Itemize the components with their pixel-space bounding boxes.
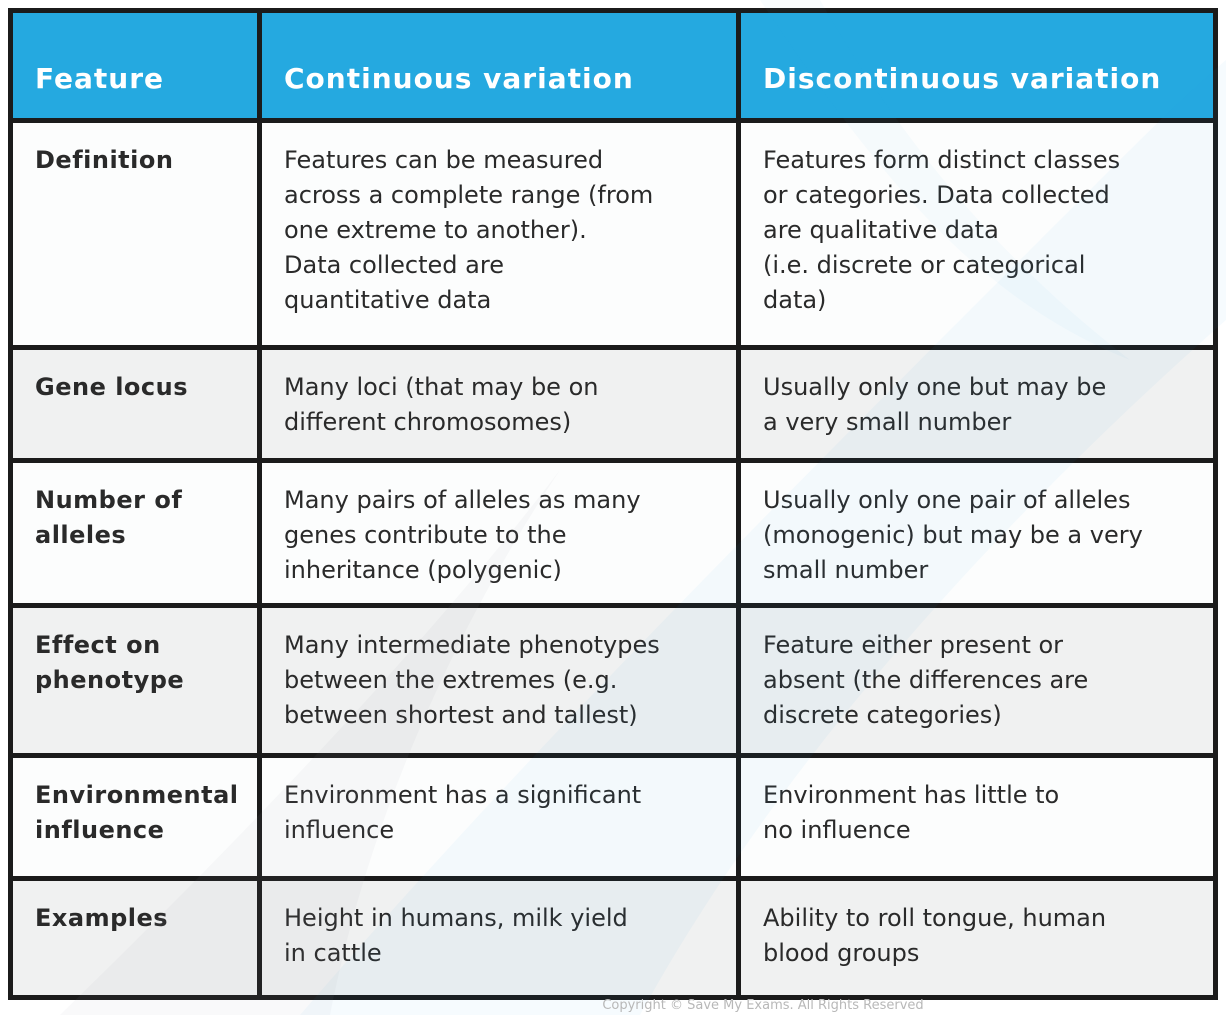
definition-discontinuous-cell: Features form distinct classes or catego…	[741, 123, 1213, 345]
row-label-environmental-influence: Environmental influence	[13, 758, 257, 876]
variation-comparison-table: Feature Continuous variation Discontinuo…	[8, 8, 1218, 1000]
gene-locus-continuous-cell: Many loci (that may be on different chro…	[262, 350, 736, 458]
effect-on-phenotype-continuous-cell: Many intermediate phenotypes between the…	[262, 608, 736, 753]
gene-locus-discontinuous-cell: Usually only one but may be a very small…	[741, 350, 1213, 458]
examples-discontinuous-cell: Ability to roll tongue, human blood grou…	[741, 881, 1213, 995]
row-label-gene-locus: Gene locus	[13, 350, 257, 458]
number-of-alleles-continuous-cell: Many pairs of alleles as many genes cont…	[262, 463, 736, 603]
row-label-number-of-alleles: Number of alleles	[13, 463, 257, 603]
row-label-examples: Examples	[13, 881, 257, 995]
examples-continuous-cell: Height in humans, milk yield in cattle	[262, 881, 736, 995]
column-header-continuous-variation: Continuous variation	[262, 13, 736, 118]
definition-continuous-cell: Features can be measured across a comple…	[262, 123, 736, 345]
environmental-influence-discontinuous-cell: Environment has little to no influence	[741, 758, 1213, 876]
column-header-discontinuous-variation: Discontinuous variation	[741, 13, 1213, 118]
column-header-feature: Feature	[13, 13, 257, 118]
effect-on-phenotype-discontinuous-cell: Feature either present or absent (the di…	[741, 608, 1213, 753]
copyright-notice: Copyright © Save My Exams. All Rights Re…	[602, 998, 924, 1013]
environmental-influence-continuous-cell: Environment has a significant influence	[262, 758, 736, 876]
number-of-alleles-discontinuous-cell: Usually only one pair of alleles (monoge…	[741, 463, 1213, 603]
row-label-effect-on-phenotype: Effect on phenotype	[13, 608, 257, 753]
row-label-definition: Definition	[13, 123, 257, 345]
